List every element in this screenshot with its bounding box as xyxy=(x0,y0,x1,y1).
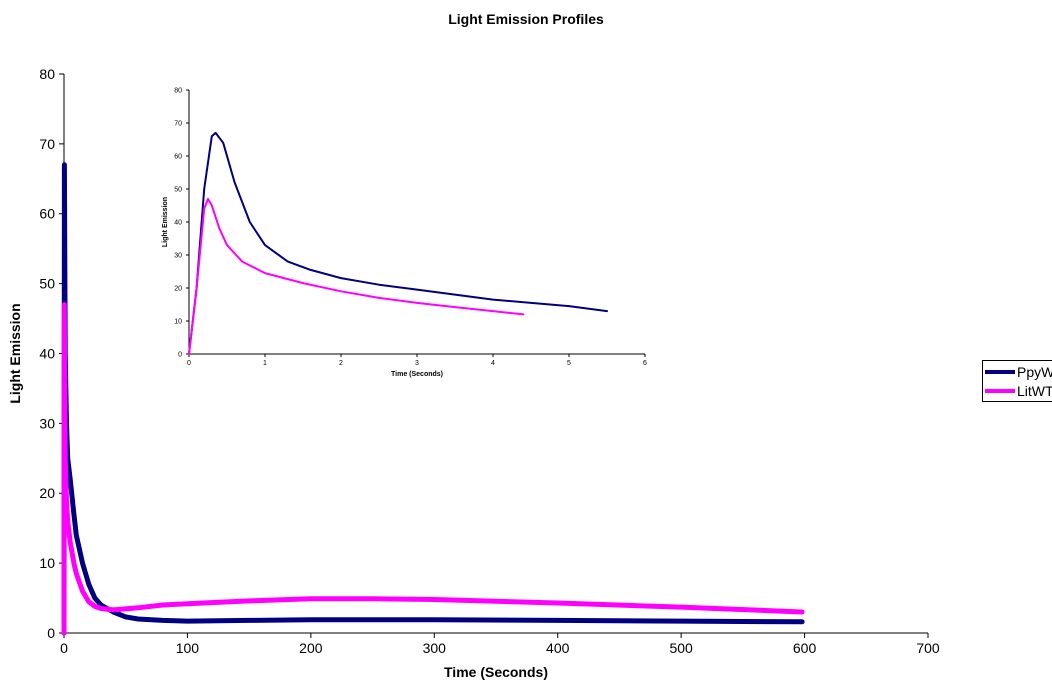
inset-y-tick-label: 40 xyxy=(174,219,182,226)
main-series-litwt xyxy=(61,302,805,636)
main-x-tick-label: 200 xyxy=(299,640,323,656)
inset-y-axis-label: Light Emission xyxy=(162,197,169,247)
main-x-tick-label: 0 xyxy=(60,640,68,656)
main-x-tick-label: 300 xyxy=(423,640,447,656)
inset-series-2 xyxy=(188,197,525,355)
inset-y-tick-label: 10 xyxy=(174,318,182,325)
main-y-tick-label: 70 xyxy=(39,136,55,152)
main-y-tick-label: 30 xyxy=(39,415,55,431)
main-y-tick-label: 20 xyxy=(39,485,55,501)
inset-x-tick-label: 5 xyxy=(567,360,571,367)
main-y-axis-label: Light Emission xyxy=(7,303,23,403)
main-x-axis-label: Time (Seconds) xyxy=(444,664,548,680)
inset-y-tick-label: 30 xyxy=(174,252,182,259)
inset-series-1 xyxy=(188,131,608,355)
main-y-tick-label: 0 xyxy=(47,625,55,641)
legend-label-ppywt: PpyWT xyxy=(1017,364,1052,380)
main-x-tick-label: 600 xyxy=(793,640,817,656)
inset-y-tick-label: 80 xyxy=(174,87,182,94)
main-y-tick-label: 50 xyxy=(39,276,55,292)
inset-y-tick-label: 50 xyxy=(174,186,182,193)
main-x-tick-label: 400 xyxy=(546,640,570,656)
main-y-tick-label: 60 xyxy=(39,206,55,222)
main-x-tick-label: 700 xyxy=(916,640,940,656)
main-y-tick-label: 40 xyxy=(39,345,55,361)
inset-x-tick-label: 3 xyxy=(415,360,419,367)
legend: PpyWT LitWT xyxy=(982,360,1052,402)
inset-y-tick-label: 20 xyxy=(174,285,182,292)
inset-x-tick-label: 2 xyxy=(339,360,343,367)
main-x-tick-label: 100 xyxy=(176,640,200,656)
inset-x-tick-label: 4 xyxy=(491,360,495,367)
legend-swatch-litwt xyxy=(985,389,1015,393)
legend-swatch-ppywt xyxy=(985,370,1015,374)
main-y-tick-label: 80 xyxy=(39,66,55,82)
main-x-tick-label: 500 xyxy=(669,640,693,656)
main-y-tick-label: 10 xyxy=(39,555,55,571)
main-series-ppywt xyxy=(61,162,805,636)
inset-y-tick-label: 70 xyxy=(174,120,182,127)
inset-x-tick-label: 6 xyxy=(643,360,647,367)
legend-label-litwt: LitWT xyxy=(1017,383,1052,399)
main-plot-area: 0 100 200 300 400 500 600 70001020304050607080T… xyxy=(7,66,940,680)
chart-title: Light Emission Profiles xyxy=(448,11,604,27)
inset-y-tick-label: 60 xyxy=(174,153,182,160)
inset-y-tick-label: 0 xyxy=(178,351,182,358)
inset-x-axis-label: Time (Seconds) xyxy=(391,371,443,378)
inset-x-tick-label: 1 xyxy=(263,360,267,367)
inset-x-tick-label: 0 xyxy=(187,360,191,367)
